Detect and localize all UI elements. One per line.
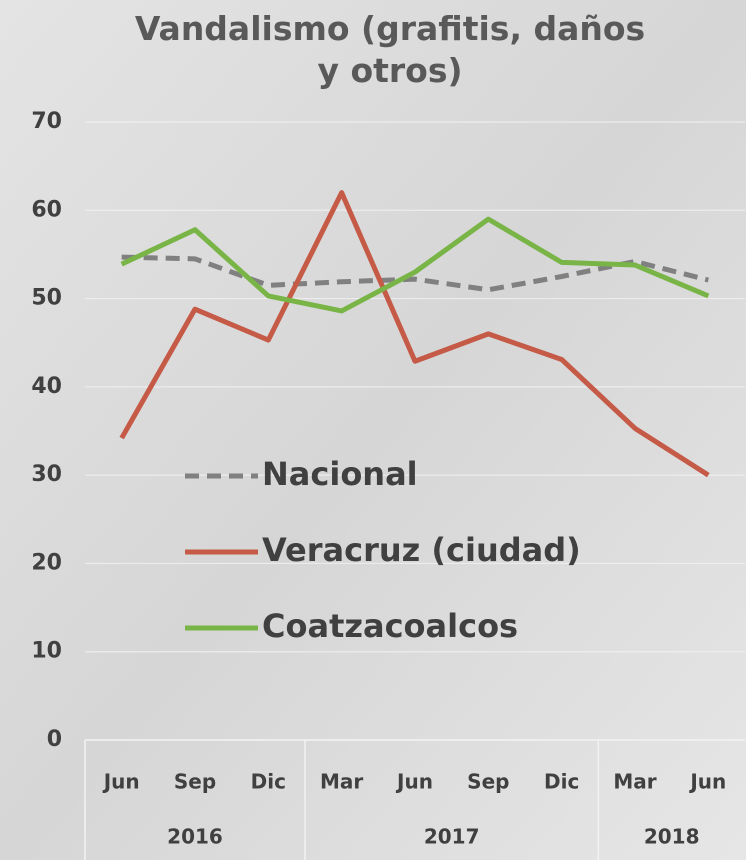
y-tick-label: 10 [31,639,62,664]
x-tick-label: Mar [613,770,656,794]
x-group-label: 2016 [167,825,223,849]
x-tick-label: Sep [174,770,216,794]
y-tick-label: 30 [31,462,62,487]
x-tick-label: Mar [320,770,363,794]
x-tick-label: Dic [544,770,579,794]
y-tick-label: 0 [47,727,62,752]
x-tick-label: Jun [102,770,140,794]
y-tick-label: 60 [31,197,62,222]
legend-label: Nacional [262,455,418,493]
x-group-label: 2017 [424,825,480,849]
chart: Vandalismo (grafitis, dañosy otros) 0102… [0,0,746,860]
y-tick-label: 20 [31,550,62,575]
legend-label: Veracruz (ciudad) [262,531,581,569]
x-group-label: 2018 [644,825,700,849]
y-tick-label: 40 [31,374,62,399]
y-tick-label: 70 [31,109,62,134]
x-tick-label: Sep [467,770,509,794]
x-tick-label: Jun [688,770,726,794]
y-tick-label: 50 [31,286,62,311]
x-tick-label: Jun [395,770,433,794]
legend-label: Coatzacoalcos [262,607,518,645]
x-tick-label: Dic [251,770,286,794]
